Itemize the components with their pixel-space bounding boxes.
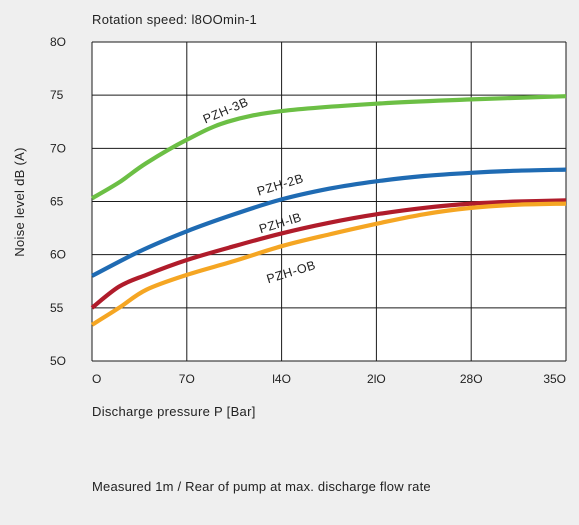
y-tick-label: 75: [50, 88, 64, 102]
y-tick-label: 65: [50, 195, 64, 209]
grid-lines-y: [92, 41, 566, 362]
series-line-pzh-3b: [90, 94, 567, 201]
y-tick-label: 8O: [50, 35, 66, 49]
x-tick-label: 35O: [543, 372, 566, 386]
y-tick-label: 7O: [50, 141, 66, 155]
series-line-pzh-lb: [90, 198, 567, 310]
y-tick-label: 5O: [50, 354, 66, 368]
x-tick-label: 7O: [179, 372, 195, 386]
series-line-pzh-2b: [91, 167, 567, 278]
x-tick-label: 2lO: [367, 372, 386, 386]
x-axis-label: Discharge pressure P [Bar]: [92, 404, 256, 419]
y-tick-label: 6O: [50, 248, 66, 262]
y-tick-labels: 5O 55 6O 65 7O 75 8O: [50, 35, 66, 368]
x-tick-label: l4O: [272, 372, 291, 386]
x-tick-label: 28O: [460, 372, 483, 386]
series-lines: [90, 94, 567, 327]
x-tick-label: O: [92, 372, 101, 386]
y-tick-label: 55: [50, 301, 64, 315]
measurement-note: Measured 1m / Rear of pump at max. disch…: [92, 479, 431, 494]
x-tick-labels: O 7O l4O 2lO 28O 35O: [92, 372, 566, 386]
series-line-pzh-ob: [90, 201, 567, 327]
y-axis-label: Noise level dB (A): [12, 147, 27, 256]
chart-title: Rotation speed: l8OOmin-1: [92, 12, 257, 27]
